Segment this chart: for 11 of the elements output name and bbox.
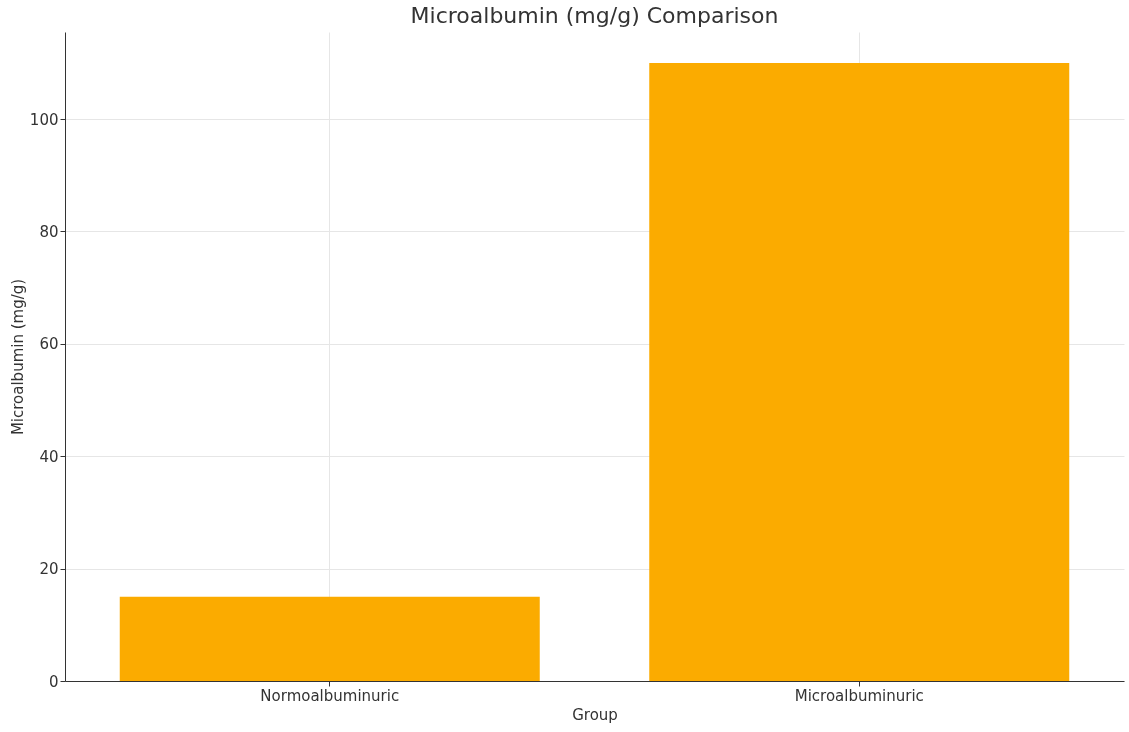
y-tick-label: 60 [39, 335, 59, 354]
y-tick-label: 0 [48, 672, 59, 691]
x-axis-title: Group [572, 705, 618, 724]
x-tick-label: Microalbuminuric [794, 686, 924, 705]
chart-title: Microalbumin (mg/g) Comparison [410, 3, 779, 28]
y-tick-label: 40 [39, 447, 59, 466]
y-axis-title: Microalbumin (mg/g) [8, 278, 27, 436]
y-tick-label: 20 [39, 560, 59, 579]
y-tick-label: 80 [39, 222, 59, 241]
y-tick-label: 100 [29, 110, 59, 129]
x-tick-label: Normoalbuminuric [260, 686, 400, 705]
